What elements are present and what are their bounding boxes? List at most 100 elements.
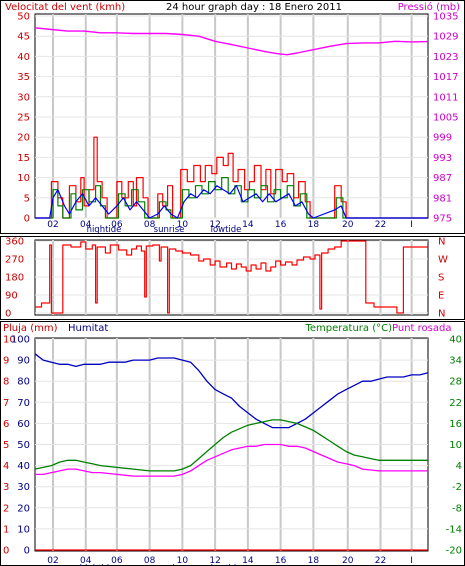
wind-tick-label: 50 (17, 12, 30, 23)
compass-tick-label: N (438, 237, 445, 248)
temperature-tick-label: 34 (449, 356, 462, 367)
hour-tick-label: 12 (209, 220, 220, 230)
plot-area (34, 13, 429, 219)
rain-tick-label: 2 (3, 503, 9, 514)
rain-tick-label: 6 (3, 419, 9, 430)
hour-tick-label: 10 (177, 556, 189, 566)
wind-tick-label: 15 (17, 153, 30, 164)
wind-tick-label: 5 (24, 193, 30, 204)
humidity-tick-label: 60 (17, 419, 30, 430)
temperature-tick-label: -20 (446, 546, 462, 557)
wind-tick-label: 30 (17, 92, 30, 103)
rain-tick-label: 8 (3, 377, 9, 388)
humidity-tick-label: 70 (17, 398, 30, 409)
hour-tick-label: 20 (342, 556, 354, 566)
series-line-dir-avg (35, 177, 428, 219)
humidity-tick-label: 10 (17, 524, 30, 535)
pressure-tick-label: 1023 (433, 52, 458, 63)
wind-pressure-panel: Velocitat del vent (kmh) 24 hour graph d… (0, 0, 465, 235)
compass-tick-label: S (438, 273, 444, 284)
pressure-tick-label: 987 (433, 173, 452, 184)
direction-series (35, 240, 428, 314)
hour-tick-label: 10 (177, 220, 189, 230)
rain-tick-label: 4 (3, 461, 9, 472)
grid (35, 240, 428, 315)
temperature-tick-label: -14 (446, 524, 462, 535)
humidity-axis-label: Humitat (68, 323, 108, 334)
hour-tick-label: 12 (209, 556, 220, 566)
pressure-tick-label: 975 (433, 214, 452, 225)
degree-tick-label: 270 (5, 255, 24, 266)
wind-pressure-series (34, 27, 429, 219)
hour-tick-label: 20 (342, 220, 354, 230)
rain-axis-label: Pluja (mm) (3, 323, 58, 334)
degree-tick-label: 0 (5, 309, 11, 320)
humidity-tick-label: 0 (24, 546, 30, 557)
pressure-tick-label: 1029 (433, 32, 458, 43)
temperature-ticks: -20 -14 -8 -2 4 10 16 22 28 34 40 (446, 335, 462, 557)
pressure-axis-label: Pressió (mb) (398, 1, 460, 13)
climate-panel: Pluja (mm) Humitat Temperatura (°C) Punt… (0, 321, 465, 566)
climate-series (34, 353, 429, 551)
humidity-tick-label: 40 (17, 461, 30, 472)
wind-tick-label: 45 (17, 32, 30, 43)
hour-tick-label: 14 (242, 556, 254, 566)
rain-tick-label: 9 (3, 356, 9, 367)
series-line-temperatura-c- (34, 419, 428, 472)
degree-tick-label: 90 (5, 291, 18, 302)
pressure-tick-label: 1035 (433, 12, 458, 23)
temperature-tick-label: 10 (449, 440, 462, 451)
compass-tick-label: N (438, 309, 445, 320)
pressure-tick-label: 1005 (433, 113, 458, 124)
chart-title: 24 hour graph day : 18 Enero 2011 (166, 2, 342, 13)
degree-ticks: 0 90 180 270 360 (5, 237, 24, 320)
pressure-ticks: 975 981 987 993 999 1005 1011 1017 1023 1029 1035 (433, 12, 458, 225)
hour-tick-label: 02 (47, 556, 58, 566)
rain-tick-label: 7 (3, 398, 9, 409)
event-label-hightide: hightide (87, 225, 122, 235)
degree-tick-label: 180 (5, 273, 24, 284)
temperature-tick-label: -8 (452, 503, 462, 514)
wind-tick-label: 0 (24, 214, 30, 225)
pressure-tick-label: 1011 (433, 92, 458, 103)
series-line-humitat (34, 353, 429, 429)
humidity-tick-label: 50 (17, 440, 30, 451)
hour-tick-label: I (410, 556, 413, 566)
hour-tick-label: 14 (242, 220, 254, 230)
rain-tick-label: 5 (3, 440, 9, 451)
rain-tick-label: 1 (3, 524, 9, 535)
pressure-tick-label: 981 (433, 193, 452, 204)
temperature-tick-label: 4 (456, 461, 462, 472)
event-label-hightide: hightide (80, 564, 115, 566)
hour-tick-labels: 02 04 06 08 10 12 14 16 18 20 22 I (47, 556, 413, 566)
wind-tick-label: 40 (17, 52, 30, 63)
hour-tick-label: 16 (275, 220, 287, 230)
wind-tick-label: 10 (17, 173, 30, 184)
temperature-axis-label: Temperatura (°C) (304, 323, 392, 334)
humidity-tick-label: 30 (17, 482, 30, 493)
dewpoint-axis-label: Punt rosada (392, 323, 451, 334)
hour-tick-label: 08 (144, 220, 156, 230)
humidity-tick-label: 80 (17, 377, 30, 388)
hour-tick-label: 16 (275, 556, 287, 566)
hour-tick-label: 02 (47, 220, 58, 230)
hour-tick-label: 08 (144, 556, 156, 566)
series-line-gust (35, 136, 428, 219)
degree-tick-label: 360 (5, 237, 24, 248)
series-line-wind (35, 185, 428, 219)
humidity-tick-label: 20 (17, 503, 30, 514)
rain-tick-label: 0 (3, 546, 9, 557)
wind-axis-label: Velocitat del vent (kmh) (5, 2, 125, 13)
pressure-tick-label: 999 (433, 133, 452, 144)
temperature-tick-label: 16 (449, 419, 462, 430)
hour-tick-label: 06 (111, 220, 123, 230)
hour-tick-label: 22 (375, 556, 386, 566)
hour-tick-label: 18 (308, 556, 320, 566)
humidity-tick-label: 90 (17, 356, 30, 367)
temperature-tick-label: -2 (452, 482, 462, 493)
series-line-punt-rosada (35, 443, 428, 477)
hour-tick-label: 06 (111, 556, 123, 566)
